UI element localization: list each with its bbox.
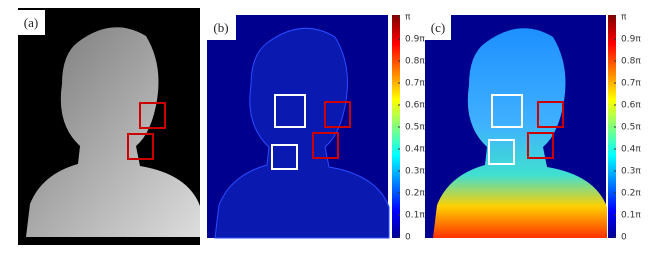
colorbar-label: 0.9π — [405, 35, 425, 45]
colorbar-label: 0.8π — [621, 57, 641, 67]
colorbar-label: 0.5π — [405, 123, 425, 133]
colorbar-label: 0.4π — [621, 145, 641, 155]
panel-label: (a) — [24, 15, 38, 30]
colorbar-label: 0.3π — [621, 167, 641, 177]
colorbar-label: 0 — [621, 233, 627, 243]
colorbar-label: 0.1π — [405, 211, 425, 221]
panel-c: (c) — [425, 15, 616, 238]
colorbar-label: 0.6π — [405, 101, 425, 111]
colorbar-label: 0.5π — [621, 123, 641, 133]
colorbar-label: 0.1π — [621, 211, 641, 221]
panel-label: (c) — [431, 20, 445, 35]
panel-a: (a) — [18, 8, 200, 245]
colorbar-label: 0.2π — [405, 189, 425, 199]
colorbar-label: 0.2π — [621, 189, 641, 199]
panel-label: (b) — [213, 20, 228, 35]
colorbar-label: 0.7π — [621, 79, 641, 89]
colorbar-label: 0.3π — [405, 167, 425, 177]
colorbar-label: π — [621, 13, 627, 23]
colorbar-label: 0.7π — [405, 79, 425, 89]
colorbar-label: 0.6π — [621, 101, 641, 111]
colorbar-label: π — [405, 13, 411, 23]
panel-b: (b) — [207, 15, 400, 239]
colorbar-label: 0.9π — [621, 35, 641, 45]
colorbar-label: 0 — [405, 233, 411, 243]
colorbar-label: 0.8π — [405, 57, 425, 67]
colorbar-label: 0.4π — [405, 145, 425, 155]
